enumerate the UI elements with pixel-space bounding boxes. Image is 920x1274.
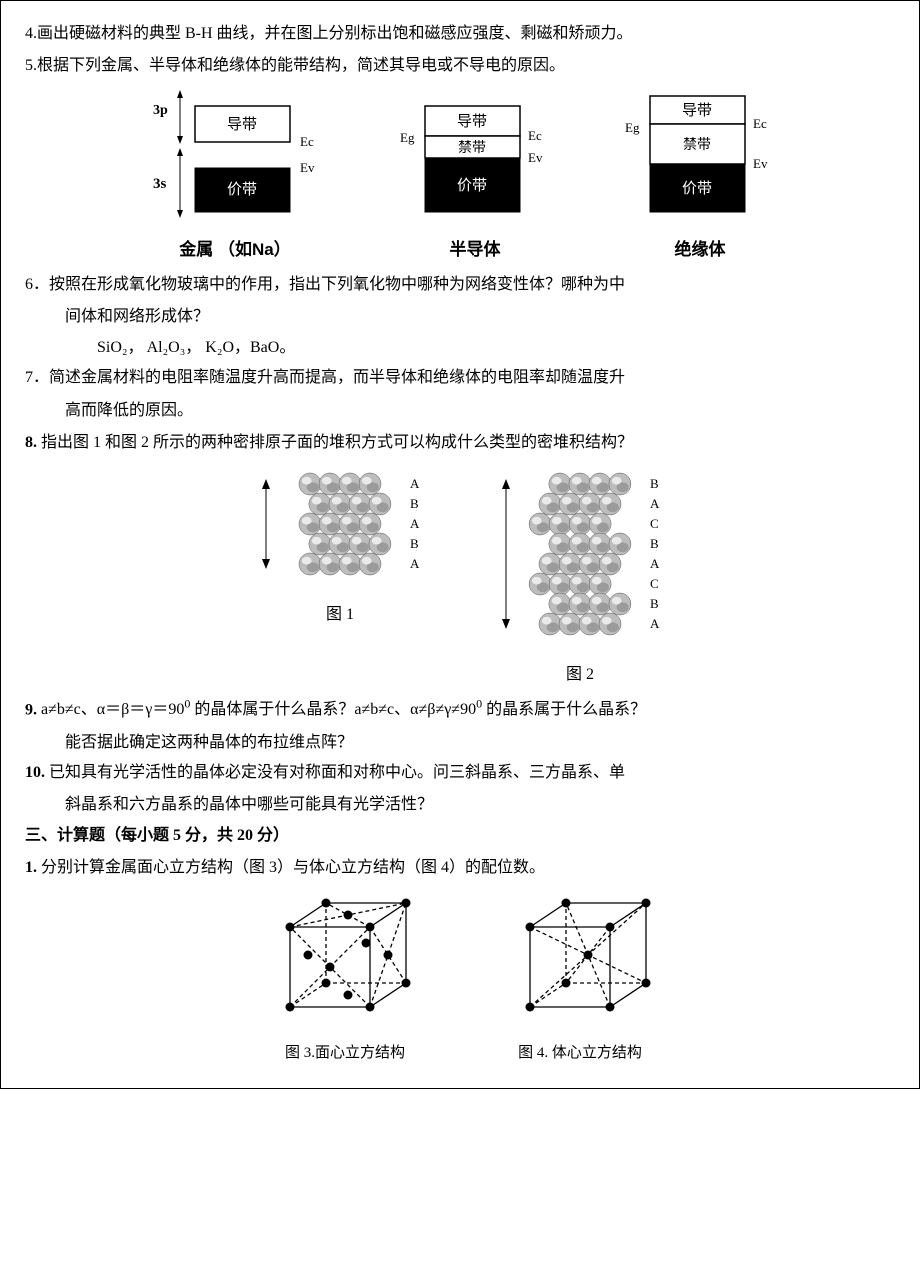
sphere-figures: ABABA 图 1 BACBACBA 图 2 <box>25 466 895 690</box>
svg-text:价带: 价带 <box>457 177 487 194</box>
question-10b: 斜晶系和六方晶系的晶体中哪些可能具有光学活性？ <box>25 790 895 820</box>
svg-text:B: B <box>410 496 419 511</box>
figure-4 <box>495 887 665 1037</box>
calc-q1: 1. 分别计算金属面心立方结构（图 3）与体心立方结构（图 4）的配位数。 <box>25 853 895 883</box>
svg-text:C: C <box>650 576 659 591</box>
svg-text:Eg: Eg <box>400 130 415 145</box>
svg-text:禁带: 禁带 <box>458 140 486 156</box>
figure-2-caption: 图 2 <box>566 660 594 690</box>
question-6b: 间体和网络形成体？ <box>25 302 895 332</box>
question-7a: 7．简述金属材料的电阻率随温度升高而提高，而半导体和绝缘体的电阻率却随温度升 <box>25 363 895 393</box>
question-9b: 能否据此确定这两种晶体的布拉维点阵？ <box>25 728 895 758</box>
band-ins: 导带 禁带 价带 Eg Ec Ev <box>615 88 785 228</box>
svg-text:Ec: Ec <box>300 134 314 149</box>
figure-3 <box>255 887 435 1037</box>
svg-text:Ev: Ev <box>300 160 315 175</box>
svg-text:A: A <box>410 556 420 571</box>
figure-4-caption: 图 4. 体心立方结构 <box>518 1039 642 1068</box>
question-10a: 10. 已知具有光学活性的晶体必定没有对称面和对称中心。问三斜晶系、三方晶系、单 <box>25 758 895 788</box>
svg-text:Eg: Eg <box>625 120 640 135</box>
svg-text:B: B <box>410 536 419 551</box>
question-4: 4.画出硬磁材料的典型 B-H 曲线，并在图上分别标出饱和磁感应强度、剩磁和矫顽… <box>25 19 895 49</box>
svg-text:A: A <box>650 496 660 511</box>
figure-2: BACBACBA <box>480 466 680 656</box>
svg-text:A: A <box>650 556 660 571</box>
band-semi: 导带 禁带 价带 Eg Ec Ev <box>390 88 560 228</box>
figure-3-caption: 图 3.面心立方结构 <box>285 1039 405 1068</box>
svg-text:C: C <box>650 516 659 531</box>
svg-text:B: B <box>650 536 659 551</box>
band-semi-caption: 半导体 <box>450 234 501 266</box>
svg-text:Ec: Ec <box>753 116 767 131</box>
question-7b: 高而降低的原因。 <box>25 396 895 426</box>
svg-text:Ev: Ev <box>528 150 543 165</box>
svg-text:Ec: Ec <box>528 128 542 143</box>
svg-text:3p: 3p <box>153 103 168 118</box>
band-ins-caption: 绝缘体 <box>675 234 726 266</box>
figure-1: ABABA <box>240 466 440 596</box>
svg-text:导带: 导带 <box>227 116 257 133</box>
svg-text:B: B <box>650 596 659 611</box>
svg-text:导带: 导带 <box>682 102 712 119</box>
band-diagrams: 导带 价带 Ec Ev 3p 3s 金属 （如Na） <box>25 88 895 266</box>
svg-text:价带: 价带 <box>227 181 257 198</box>
svg-text:导带: 导带 <box>457 113 487 130</box>
svg-text:A: A <box>410 476 420 491</box>
svg-text:3s: 3s <box>153 176 167 192</box>
svg-text:A: A <box>410 516 420 531</box>
question-6c: SiO₂， Al₂O₃， K₂O，BaO。 <box>25 333 895 363</box>
question-8-real: 8. 指出图 1 和图 2 所示的两种密排原子面的堆积方式可以构成什么类型的密堆… <box>25 428 895 458</box>
question-5: 5.根据下列金属、半导体和绝缘体的能带结构，简述其导电或不导电的原因。 <box>25 51 895 81</box>
cube-figures: 图 3.面心立方结构 图 4. 体心立方结构 <box>25 887 895 1068</box>
question-6a: 6．按照在形成氧化物玻璃中的作用，指出下列氧化物中哪种为网络变性体？哪种为中 <box>25 270 895 300</box>
band-metal-caption: 金属 （如Na） <box>179 234 290 266</box>
svg-text:禁带: 禁带 <box>683 137 711 153</box>
section-3-title: 三、计算题（每小题 5 分，共 20 分） <box>25 821 895 851</box>
svg-text:A: A <box>650 616 660 631</box>
svg-text:价带: 价带 <box>682 180 712 197</box>
band-metal: 导带 价带 Ec Ev 3p 3s <box>135 88 335 228</box>
figure-1-caption: 图 1 <box>326 600 354 630</box>
question-9a: 9. a≠b≠c、α＝β＝γ＝900 的晶体属于什么晶系？a≠b≠c、α≠β≠γ… <box>25 693 895 726</box>
svg-text:Ev: Ev <box>753 156 768 171</box>
svg-text:B: B <box>650 476 659 491</box>
